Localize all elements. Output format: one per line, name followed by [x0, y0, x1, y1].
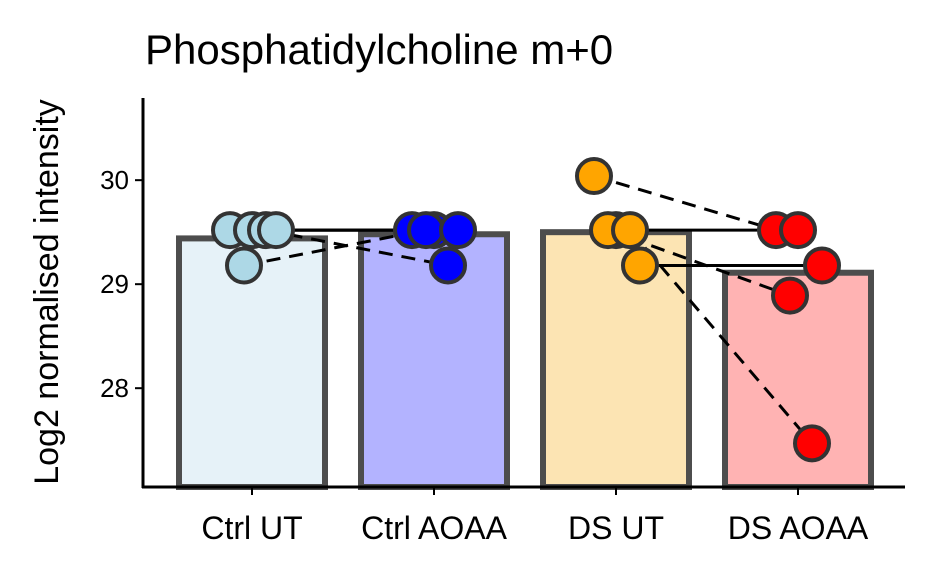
data-point: [803, 246, 841, 285]
data-point: [793, 424, 831, 463]
data-point: [225, 246, 263, 285]
bar: [540, 229, 692, 490]
pair-line: [265, 228, 449, 267]
pair-line: [243, 228, 427, 267]
x-tick-label: Ctrl UT: [201, 510, 302, 546]
y-tick-label: 30: [100, 165, 129, 195]
data-point: [575, 157, 613, 196]
data-point: [779, 211, 817, 250]
chart-title: Phosphatidylcholine m+0: [145, 26, 613, 73]
y-tick-label: 28: [100, 373, 129, 403]
x-tick-label: DS AOAA: [728, 510, 869, 546]
y-axis-label: Log2 normalised intensity: [28, 99, 66, 485]
data-point: [429, 246, 467, 285]
x-tick-label: DS UT: [568, 510, 664, 546]
data-point: [611, 211, 649, 250]
data-point: [621, 246, 659, 285]
data-point: [257, 211, 295, 250]
x-tick-label: Ctrl AOAA: [361, 510, 507, 546]
data-point: [407, 211, 445, 250]
pair-line: [593, 174, 777, 232]
data-point: [439, 211, 477, 250]
y-tick-label: 29: [100, 269, 129, 299]
data-point: [771, 276, 809, 315]
